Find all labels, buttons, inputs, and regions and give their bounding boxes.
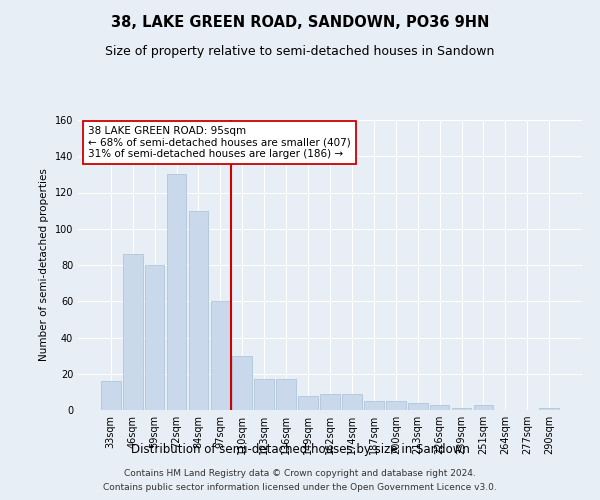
Bar <box>386 401 406 410</box>
Text: Distribution of semi-detached houses by size in Sandown: Distribution of semi-detached houses by … <box>131 442 469 456</box>
Bar <box>101 381 121 410</box>
Bar <box>473 404 493 410</box>
Bar <box>211 301 230 410</box>
Bar <box>123 254 143 410</box>
Bar <box>364 401 384 410</box>
Bar <box>430 404 449 410</box>
Bar <box>298 396 318 410</box>
Bar <box>188 210 208 410</box>
Text: Contains HM Land Registry data © Crown copyright and database right 2024.: Contains HM Land Registry data © Crown c… <box>124 468 476 477</box>
Bar <box>167 174 187 410</box>
Bar <box>254 379 274 410</box>
Bar <box>342 394 362 410</box>
Bar <box>145 265 164 410</box>
Bar <box>276 379 296 410</box>
Y-axis label: Number of semi-detached properties: Number of semi-detached properties <box>39 168 49 362</box>
Bar <box>408 403 428 410</box>
Text: Size of property relative to semi-detached houses in Sandown: Size of property relative to semi-detach… <box>106 45 494 58</box>
Text: 38 LAKE GREEN ROAD: 95sqm
← 68% of semi-detached houses are smaller (407)
31% of: 38 LAKE GREEN ROAD: 95sqm ← 68% of semi-… <box>88 126 351 159</box>
Bar <box>452 408 472 410</box>
Text: Contains public sector information licensed under the Open Government Licence v3: Contains public sector information licen… <box>103 484 497 492</box>
Bar <box>320 394 340 410</box>
Text: 38, LAKE GREEN ROAD, SANDOWN, PO36 9HN: 38, LAKE GREEN ROAD, SANDOWN, PO36 9HN <box>111 15 489 30</box>
Bar <box>539 408 559 410</box>
Bar <box>232 356 252 410</box>
